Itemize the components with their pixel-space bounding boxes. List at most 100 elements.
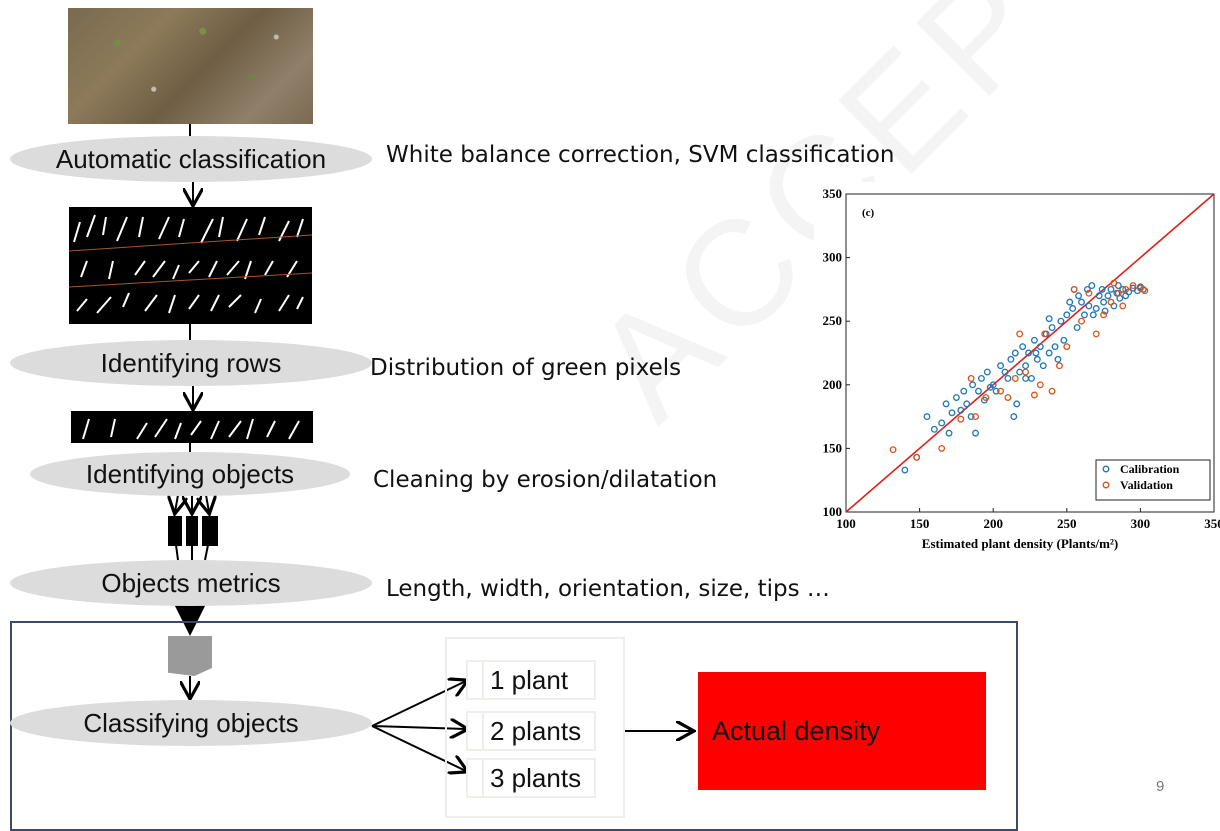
x-axis-label: Estimated plant density (Plants/m²) <box>922 536 1118 551</box>
data-point-calibration <box>957 406 965 414</box>
plot-frame <box>845 193 1215 513</box>
binary-strokes <box>69 214 312 314</box>
step-identifying-rows: Identifying rows <box>10 340 372 386</box>
desc-objects-metrics: Length, width, orientation, size, tips … <box>386 576 830 602</box>
data-point-calibration <box>975 387 982 395</box>
object-thumb-1 <box>168 516 182 546</box>
data-point-validation <box>1022 368 1030 376</box>
data-point-validation <box>1107 298 1115 306</box>
data-point-calibration <box>945 429 953 437</box>
legend-label: Calibration <box>1120 462 1180 476</box>
data-point-validation <box>889 446 897 454</box>
x-tick-label: 150 <box>910 516 930 531</box>
field-photo <box>68 8 313 124</box>
x-tick-label: 350 <box>1204 516 1220 531</box>
class-3-plants: 3 plants <box>466 758 596 798</box>
data-point-validation <box>1011 374 1019 382</box>
class-label: 3 plants <box>490 762 582 793</box>
data-point-calibration <box>1007 355 1015 363</box>
y-tick-label: 200 <box>823 377 843 392</box>
data-point-validation <box>1004 394 1012 401</box>
data-point-calibration <box>977 374 985 382</box>
data-point-calibration <box>1057 317 1065 325</box>
data-point-validation <box>1036 381 1044 389</box>
x-tick-label: 200 <box>983 516 1003 531</box>
data-point-calibration <box>1010 413 1018 421</box>
data-point-calibration <box>967 413 975 421</box>
data-point-calibration <box>1078 298 1085 306</box>
data-point-validation <box>1041 330 1049 338</box>
data-point-validation <box>957 415 965 423</box>
data-point-calibration <box>1107 285 1115 293</box>
data-point-validation <box>1078 317 1085 325</box>
binary-rows-image <box>69 207 312 324</box>
data-point-calibration <box>1092 305 1100 312</box>
data-point-calibration <box>952 394 960 401</box>
data-point-validation <box>1114 289 1122 297</box>
data-point-calibration <box>1022 362 1030 370</box>
data-point-calibration <box>1032 349 1040 357</box>
y-tick-label: 100 <box>823 504 843 519</box>
data-point-calibration <box>1004 374 1012 382</box>
data-point-calibration <box>989 381 997 389</box>
data-point-calibration <box>997 362 1005 370</box>
data-point-calibration <box>942 400 950 408</box>
data-point-validation <box>913 453 921 461</box>
data-point-calibration <box>1088 282 1096 290</box>
class-label: 1 plant <box>490 664 569 695</box>
data-point-calibration <box>1045 349 1053 357</box>
data-point-calibration <box>1025 349 1032 357</box>
step-automatic-classification: Automatic classification <box>10 136 372 182</box>
data-point-validation <box>1100 311 1108 319</box>
legend-box <box>1095 459 1211 501</box>
scatter-chart: 100 150 200 250 300 350 100 150 200 250 300 350 Esti… <box>814 182 1220 562</box>
data-point-calibration <box>1054 355 1062 363</box>
data-point-validation <box>1055 362 1063 370</box>
data-point-calibration <box>972 429 979 437</box>
data-point-calibration <box>1011 349 1019 357</box>
step-classifying-objects: Classifying objects <box>10 700 372 746</box>
data-point-calibration <box>1016 368 1024 376</box>
data-point-validation <box>1141 287 1149 295</box>
data-point-calibration <box>1030 336 1038 344</box>
data-point-calibration <box>1104 292 1112 300</box>
data-point-calibration <box>963 400 971 408</box>
data-point-calibration <box>1081 311 1088 319</box>
legend-label: Validation <box>1120 478 1173 492</box>
data-point-calibration <box>1051 343 1059 351</box>
data-point-calibration <box>1122 292 1130 300</box>
data-point-validation <box>1122 285 1130 293</box>
class-label: 2 plants <box>490 715 582 746</box>
data-point-calibration <box>1045 315 1053 323</box>
object-thumb-2 <box>186 516 198 546</box>
identity-line <box>845 193 1215 513</box>
data-point-calibration <box>923 413 931 421</box>
data-point-calibration <box>1060 336 1068 344</box>
y-tick-label: 300 <box>823 250 843 265</box>
legend-marker <box>1102 465 1110 473</box>
data-point-validation <box>967 374 975 382</box>
data-point-calibration <box>1098 285 1106 293</box>
classes-panel <box>445 637 625 818</box>
data-point-calibration <box>1085 302 1093 310</box>
class-2-plants: 2 plants <box>466 711 596 751</box>
object-thumb-3 <box>202 516 218 546</box>
data-point-validation <box>1110 279 1118 287</box>
data-point-calibration <box>1069 305 1077 312</box>
data-point-calibration <box>1083 285 1091 293</box>
data-point-calibration <box>1101 307 1109 315</box>
panel-label: (c) <box>862 207 875 219</box>
y-tick-label: 350 <box>823 186 843 201</box>
data-point-calibration <box>1022 374 1030 382</box>
data-point-validation <box>938 444 946 452</box>
data-point-calibration <box>1066 298 1074 306</box>
class-tab <box>468 662 484 698</box>
document-shape <box>168 636 212 676</box>
class-tab <box>468 713 484 749</box>
x-tick-label: 100 <box>836 516 856 531</box>
data-point-validation <box>1092 330 1100 338</box>
data-point-calibration <box>938 419 946 427</box>
data-point-validation <box>1063 343 1071 351</box>
data-point-validation <box>1119 302 1127 310</box>
